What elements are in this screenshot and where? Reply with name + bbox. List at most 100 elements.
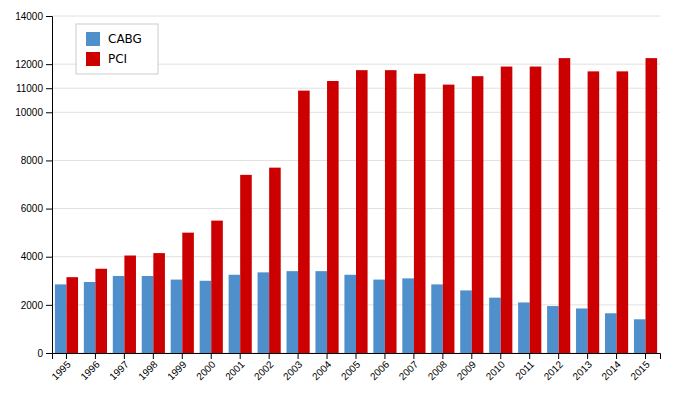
x-tick-label: 1998: [136, 358, 160, 382]
bar: [258, 272, 270, 353]
x-tick-mark: [471, 353, 472, 359]
bar: [344, 275, 356, 353]
x-tick-label: 1997: [107, 358, 131, 382]
bar: [124, 256, 136, 353]
x-tick-label: 2001: [223, 358, 247, 382]
x-tick-mark: [66, 353, 67, 359]
x-tick: 2009: [455, 353, 479, 382]
y-tick: 2000: [21, 300, 52, 311]
bar: [84, 282, 96, 353]
bar: [414, 74, 426, 353]
bar: [634, 319, 646, 353]
legend: CABGPCI: [76, 24, 158, 74]
x-tick-label: 1999: [165, 358, 189, 382]
y-tick: 6000: [21, 203, 52, 214]
bar: [269, 168, 281, 353]
bar: [518, 302, 530, 353]
bar: [373, 280, 385, 353]
bars: [55, 58, 657, 353]
bar: [501, 67, 513, 353]
x-tick-mark: [211, 353, 212, 359]
bar: [171, 280, 183, 353]
bar: [142, 276, 154, 353]
y-tick-label: 8000: [21, 155, 44, 166]
y-tick-mark: [46, 88, 52, 89]
y-tick: 14000: [15, 11, 52, 22]
x-tick-label: 2007: [397, 358, 421, 382]
x-tick: 2003: [281, 353, 305, 382]
y-tick-label: 6000: [21, 203, 44, 214]
x-tick-mark: [500, 353, 501, 359]
x-tick: 2013: [570, 353, 594, 382]
y-tick-mark: [46, 64, 52, 65]
y-tick-label: 10000: [15, 107, 43, 118]
grid: [52, 16, 660, 353]
x-tick: 2014: [599, 353, 623, 382]
x-axis: 1995199619971998199920002001200220032004…: [49, 353, 660, 382]
x-tick-mark: [240, 353, 241, 359]
grid-line: [52, 16, 660, 17]
y-tick-mark: [46, 16, 52, 17]
x-tick: 2005: [339, 353, 363, 382]
y-tick-label: 4000: [21, 251, 44, 262]
bar: [327, 81, 339, 353]
y-tick-label: 11000: [16, 83, 44, 94]
y-tick-mark: [46, 160, 52, 161]
y-tick: 10000: [15, 107, 52, 118]
chart: 0 2000 4000 6000 8000 10000 11000 12000 14000 199…: [0, 0, 678, 401]
legend-item: CABG: [86, 32, 142, 46]
x-tick-label: 2000: [194, 358, 218, 382]
x-tick: 2006: [368, 353, 392, 382]
bar: [402, 278, 414, 353]
x-tick: 2015: [628, 353, 652, 382]
bar: [287, 271, 299, 353]
bar: [530, 67, 542, 353]
x-tick-label: 2002: [252, 358, 276, 382]
x-axis-line: [53, 354, 661, 360]
bar: [66, 277, 78, 353]
x-tick-label: 2010: [484, 358, 508, 382]
bar: [385, 70, 397, 353]
bar: [547, 306, 559, 353]
bar: [240, 175, 252, 353]
bar-series: [55, 271, 646, 353]
x-tick: 1998: [136, 353, 160, 382]
x-tick-label: 1995: [49, 358, 73, 382]
bar: [559, 58, 571, 353]
x-tick-label: 1996: [78, 358, 102, 382]
y-axis: 0 2000 4000 6000 8000 10000 11000 12000 14000: [15, 11, 52, 359]
y-axis-line: [46, 17, 53, 354]
x-tick: 1996: [78, 353, 102, 382]
x-tick-mark: [413, 353, 414, 359]
x-tick-mark: [442, 353, 443, 359]
bar: [182, 233, 194, 353]
y-tick: 8000: [21, 155, 52, 166]
x-tick-mark: [95, 353, 96, 359]
bar: [211, 221, 223, 353]
x-tick: 2008: [426, 353, 450, 382]
bar-series: [66, 58, 657, 353]
x-tick-mark: [356, 353, 357, 359]
x-tick: 2011: [513, 353, 536, 382]
y-tick: 12000: [15, 59, 52, 70]
x-tick: 2002: [252, 353, 276, 382]
bar: [588, 71, 600, 353]
y-tick-mark: [46, 112, 52, 113]
bar: [617, 71, 629, 353]
bar: [431, 284, 443, 353]
y-tick-label: 0: [37, 348, 43, 359]
y-tick-label: 12000: [15, 59, 43, 70]
bar: [646, 58, 658, 353]
legend-label: CABG: [108, 32, 142, 46]
y-tick-mark: [46, 257, 52, 258]
bar: [460, 290, 472, 353]
x-tick: 2004: [310, 353, 334, 382]
x-tick-mark: [645, 353, 646, 359]
bar: [472, 76, 484, 353]
bar: [443, 85, 455, 353]
x-tick-mark: [182, 353, 183, 359]
bar: [315, 271, 327, 353]
y-tick-mark: [46, 209, 52, 210]
x-tick-label: 2003: [281, 358, 305, 382]
legend-box: [76, 24, 158, 74]
